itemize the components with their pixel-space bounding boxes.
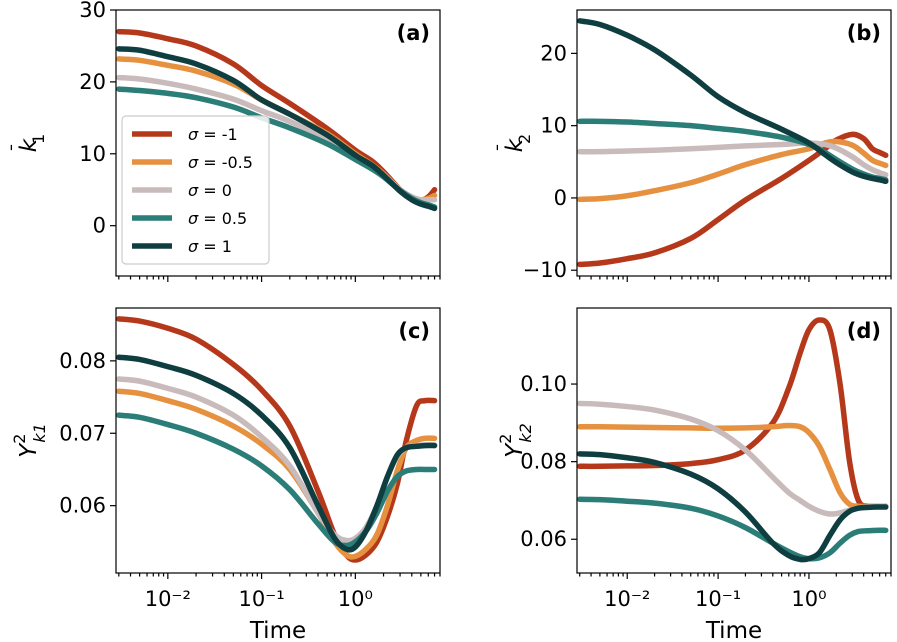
panel-d-tag: (d)	[847, 319, 881, 343]
legend-label: σ = -0.5	[188, 153, 253, 172]
panel-b-ytick-label: 0	[554, 186, 567, 210]
panel-b-ylabel: k¯2	[494, 134, 534, 153]
panel-a-ytick-label: 0	[93, 214, 106, 238]
panel-d-series-line-3	[577, 496, 889, 562]
panel-b-series-line-4	[577, 18, 889, 185]
panel-d-ylabel: Y2k2	[496, 423, 535, 458]
panel-d-series-line-0	[577, 317, 889, 510]
panel-c-xlabel: Time	[249, 618, 306, 642]
panel-b-frame	[576, 9, 892, 277]
panel-c-xtick-label: 10⁻¹	[238, 587, 284, 611]
panel-c-tag: (c)	[398, 319, 430, 343]
panel-c-series-line-4	[116, 354, 438, 553]
legend-label: σ = 0	[188, 181, 232, 200]
panel-b: 20 10 0 −10 k¯2 (b)	[494, 9, 892, 282]
panel-b-ytick-label: 20	[540, 41, 567, 65]
panel-a-series-line-4	[116, 46, 438, 212]
legend-label: σ = 1	[188, 237, 232, 256]
panel-c: 0.08 0.07 0.06 10⁻² 10⁻¹ 10⁰ Time Y2k1 (c)	[10, 307, 441, 642]
panel-a-frame	[115, 9, 441, 277]
legend-frame	[121, 115, 270, 265]
panel-d-frame	[576, 307, 892, 574]
panel-c-series-line-3	[116, 412, 438, 549]
panel-a: 30 20 10 0 k¯1 (a)	[8, 0, 441, 282]
panel-d-xtick-label: 10⁰	[791, 587, 826, 611]
panel-c-ytick-label: 0.06	[59, 494, 106, 518]
legend: σ = -1 σ = -0.5 σ = 0 σ = 0.5 σ = 1	[121, 115, 270, 265]
panel-d-series	[577, 317, 889, 563]
panel-c-xtick-label: 10⁰	[338, 587, 373, 611]
panel-d-xlabel: Time	[705, 618, 762, 642]
panel-a-ylabel: k¯1	[8, 134, 48, 153]
panel-c-series	[116, 316, 438, 563]
panel-c-ytick-label: 0.07	[59, 421, 106, 445]
panel-a-ytick-label: 10	[79, 142, 106, 166]
panel-b-series	[577, 18, 889, 268]
panel-b-series-line-2	[577, 140, 889, 178]
panel-c-ylabel: Y2k1	[10, 423, 49, 458]
panel-b-series-line-0	[577, 131, 889, 268]
panel-d-ytick-label: 0.10	[520, 372, 567, 396]
panel-d-ytick-label: 0.06	[520, 527, 567, 551]
panel-d-xtick-label: 10⁻¹	[695, 587, 741, 611]
panel-c-series-line-0	[116, 316, 438, 563]
panel-d-series-line-4	[577, 451, 889, 563]
panel-b-ytick-label: 10	[540, 114, 567, 138]
panel-a-ytick-label: 20	[79, 70, 106, 94]
panel-d: 0.10 0.08 0.06 10⁻² 10⁻¹ 10⁰ Time Y2k2 (d)	[496, 307, 892, 642]
panel-a-ytick-label: 30	[79, 0, 106, 22]
panel-c-ytick-label: 0.08	[59, 349, 106, 373]
panel-b-tag: (b)	[847, 21, 881, 45]
panel-b-series-line-1	[577, 138, 889, 203]
panel-c-xtick-label: 10⁻²	[145, 587, 191, 611]
panel-a-tag: (a)	[397, 21, 430, 45]
panel-d-xtick-label: 10⁻²	[604, 587, 650, 611]
panel-a-series	[116, 28, 438, 212]
panel-b-ytick-label: −10	[523, 258, 567, 282]
legend-label: σ = -1	[188, 125, 238, 144]
panel-d-ytick-label: 0.08	[520, 450, 567, 474]
panel-c-frame	[115, 307, 441, 574]
legend-label: σ = 0.5	[188, 209, 247, 228]
